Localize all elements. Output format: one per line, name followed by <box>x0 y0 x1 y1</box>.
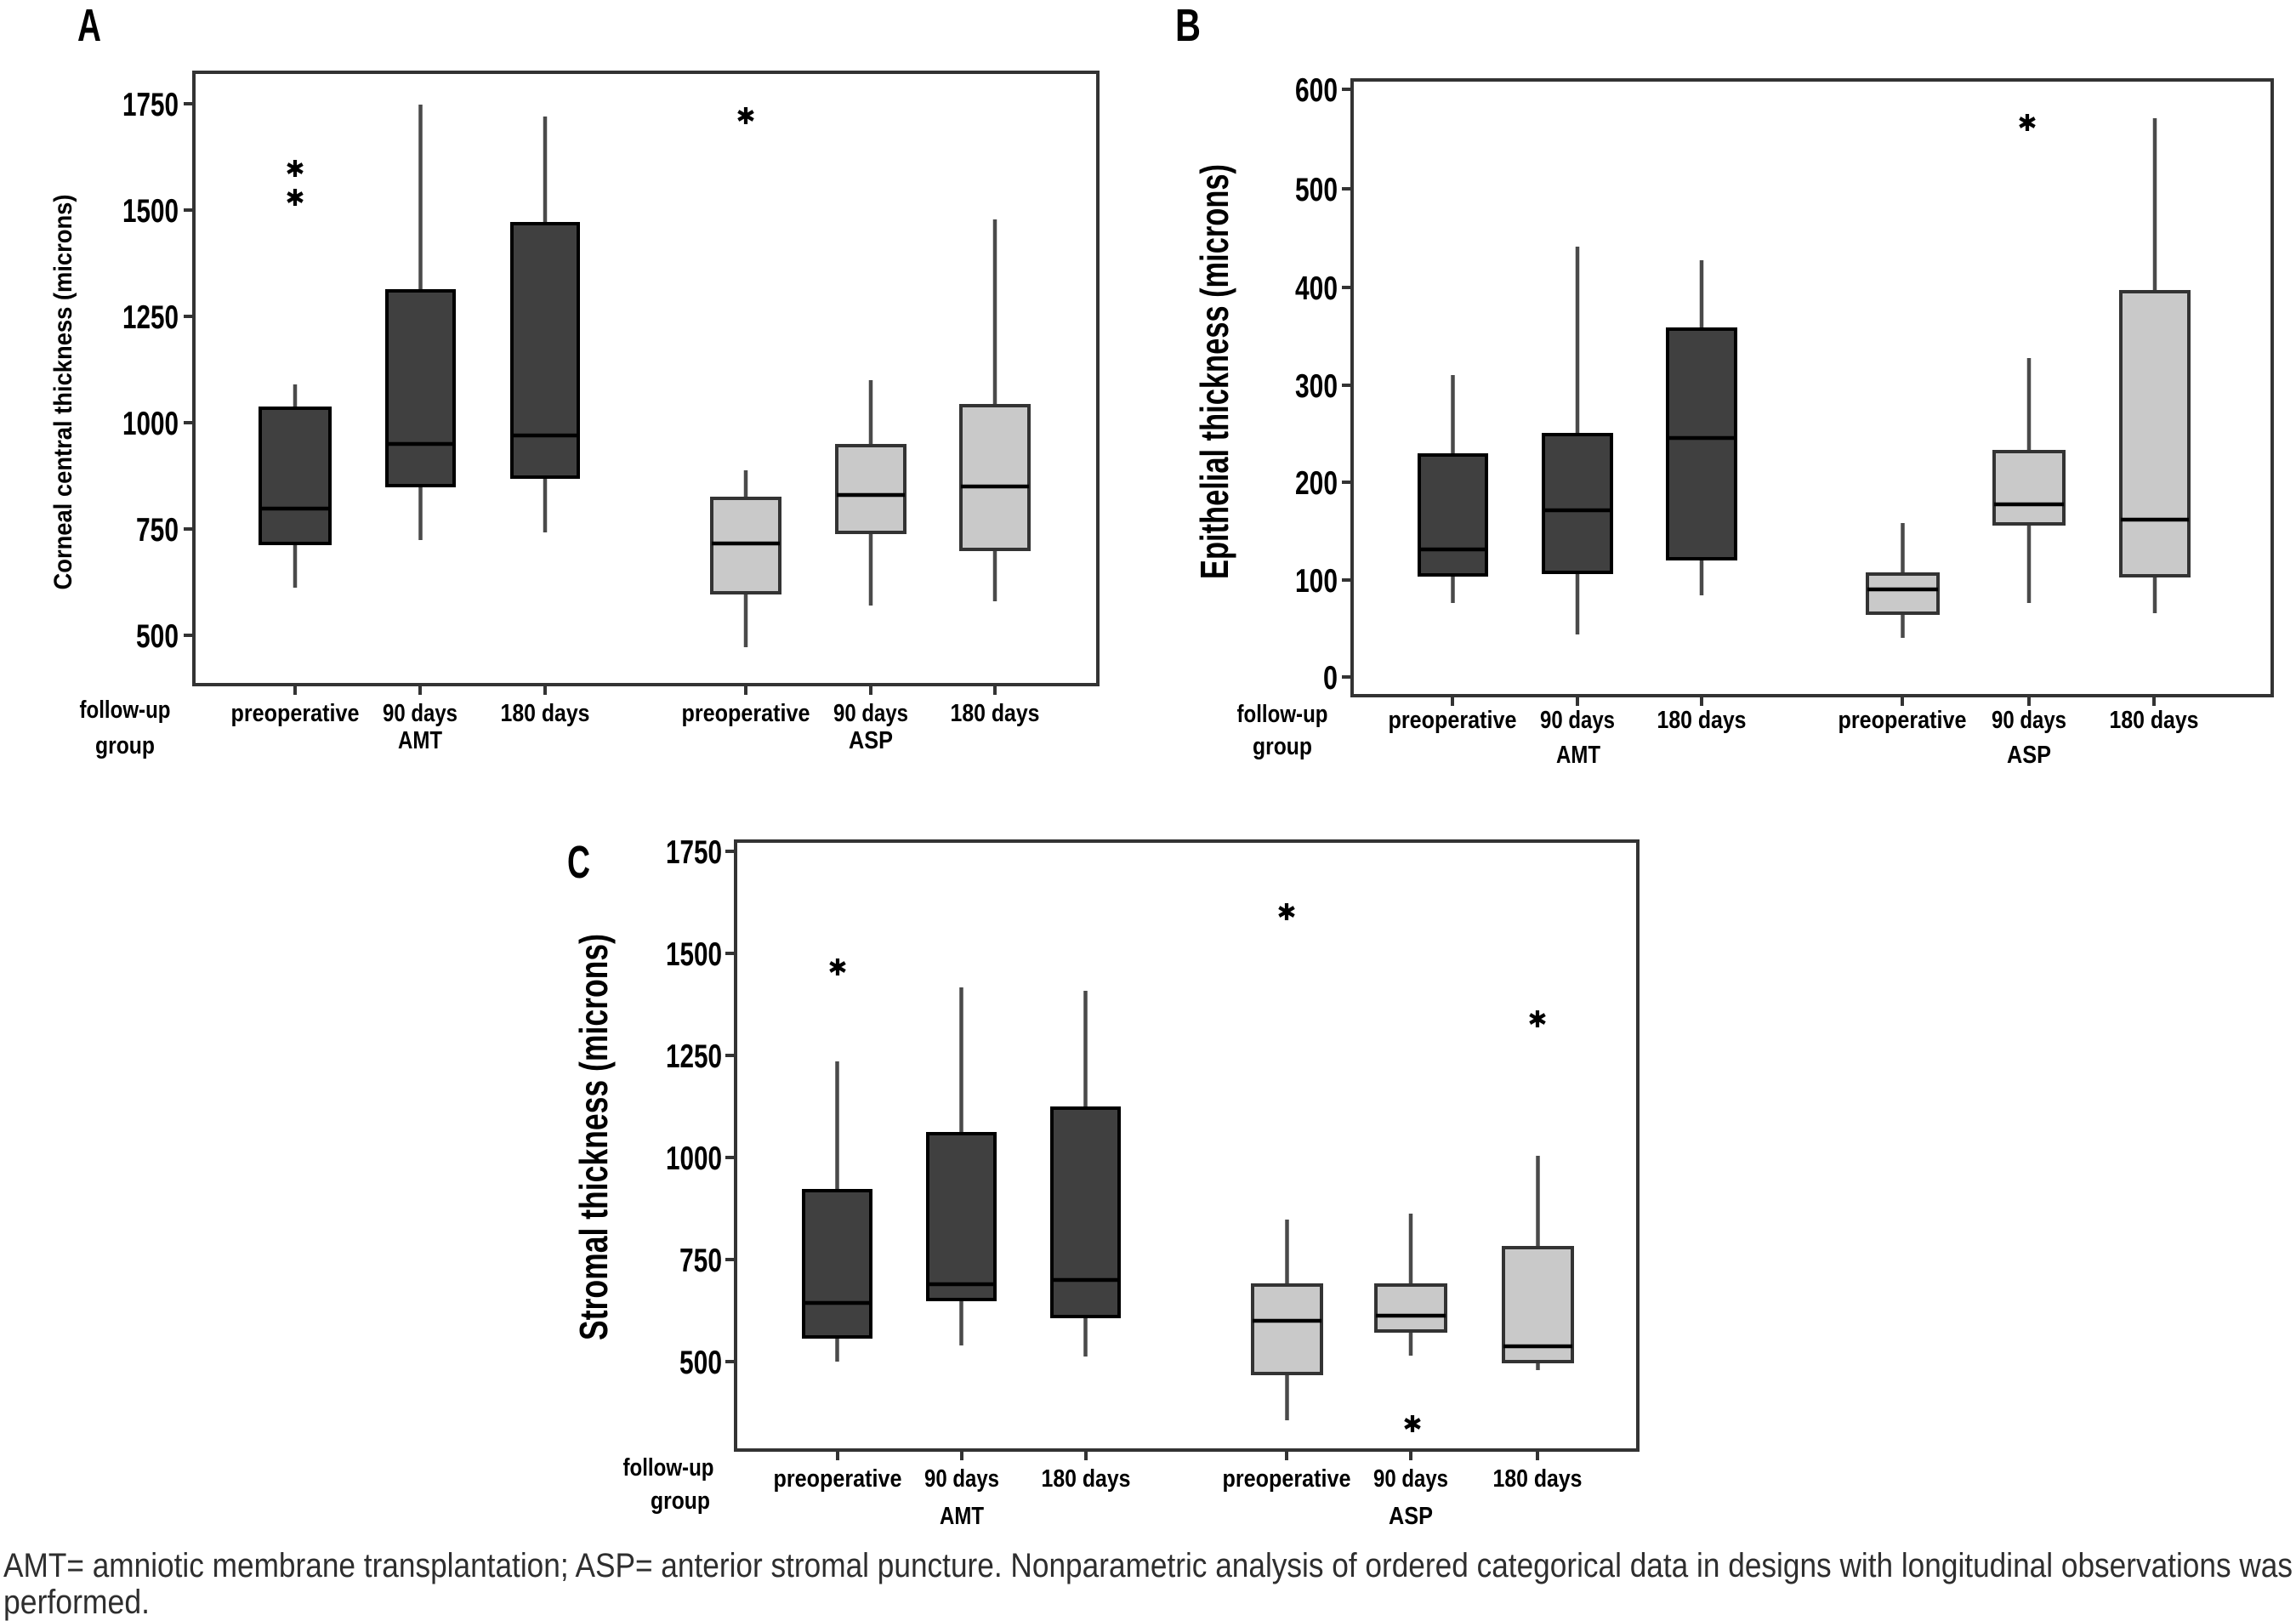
svg-text:600: 600 <box>1295 72 1338 109</box>
svg-text:90 days: 90 days <box>1540 707 1615 734</box>
svg-text:group: group <box>95 732 155 759</box>
svg-text:300: 300 <box>1295 368 1338 405</box>
svg-text:group: group <box>651 1487 710 1515</box>
svg-text:1000: 1000 <box>666 1140 722 1177</box>
svg-text:AMT= amniotic membrane transpl: AMT= amniotic membrane transplantation; … <box>3 1547 2293 1584</box>
svg-text:AMT: AMT <box>398 727 442 754</box>
svg-text:1750: 1750 <box>122 87 179 123</box>
svg-text:AMT: AMT <box>940 1503 984 1530</box>
svg-text:1250: 1250 <box>666 1038 722 1075</box>
svg-text:preoperative: preoperative <box>774 1465 902 1493</box>
svg-text:AMT: AMT <box>1556 742 1600 769</box>
svg-text:1500: 1500 <box>122 193 179 230</box>
svg-text:1750: 1750 <box>666 834 722 871</box>
svg-text:200: 200 <box>1295 465 1338 502</box>
svg-text:ASP: ASP <box>849 727 893 754</box>
svg-text:750: 750 <box>136 512 179 549</box>
svg-text:0: 0 <box>1323 660 1338 697</box>
svg-text:500: 500 <box>679 1345 722 1381</box>
svg-text:B: B <box>1175 0 1201 51</box>
svg-text:90 days: 90 days <box>1373 1465 1448 1493</box>
svg-text:180 days: 180 days <box>2110 707 2199 734</box>
svg-text:180 days: 180 days <box>951 700 1040 727</box>
svg-text:90 days: 90 days <box>924 1465 999 1493</box>
svg-text:preoperative: preoperative <box>1223 1465 1351 1493</box>
svg-text:ASP: ASP <box>2007 742 2051 769</box>
svg-text:400: 400 <box>1295 270 1338 307</box>
svg-text:500: 500 <box>136 618 179 655</box>
svg-text:1000: 1000 <box>122 406 179 442</box>
svg-text:180 days: 180 days <box>1657 707 1747 734</box>
svg-text:ASP: ASP <box>1389 1503 1433 1530</box>
svg-text:1500: 1500 <box>666 936 722 973</box>
svg-text:1250: 1250 <box>122 299 179 336</box>
svg-text:Stromal thickness (microns): Stromal thickness (microns) <box>571 934 616 1340</box>
svg-text:C: C <box>567 837 590 888</box>
svg-text:90 days: 90 days <box>1992 707 2066 734</box>
svg-text:90 days: 90 days <box>383 700 457 727</box>
svg-text:preoperative: preoperative <box>1839 707 1967 734</box>
svg-text:180 days: 180 days <box>1042 1465 1131 1493</box>
svg-text:follow-up: follow-up <box>1237 701 1328 728</box>
svg-text:180 days: 180 days <box>1493 1465 1583 1493</box>
svg-text:group: group <box>1253 733 1312 760</box>
svg-text:90 days: 90 days <box>833 700 908 727</box>
svg-text:Epithelial thickness (microns): Epithelial thickness (microns) <box>1192 164 1236 579</box>
svg-text:follow-up: follow-up <box>80 697 171 724</box>
svg-text:500: 500 <box>1295 172 1338 208</box>
svg-text:preoperative: preoperative <box>682 700 810 727</box>
svg-text:follow-up: follow-up <box>623 1454 714 1482</box>
svg-text:180 days: 180 days <box>501 700 590 727</box>
svg-text:Corneal central thickness (mic: Corneal central thickness (microns) <box>49 195 77 590</box>
svg-text:A: A <box>77 0 101 51</box>
svg-text:100: 100 <box>1295 563 1338 600</box>
svg-text:preoperative: preoperative <box>231 700 360 727</box>
svg-text:preoperative: preoperative <box>1389 707 1517 734</box>
svg-text:performed.: performed. <box>3 1584 150 1621</box>
svg-text:750: 750 <box>679 1243 722 1279</box>
